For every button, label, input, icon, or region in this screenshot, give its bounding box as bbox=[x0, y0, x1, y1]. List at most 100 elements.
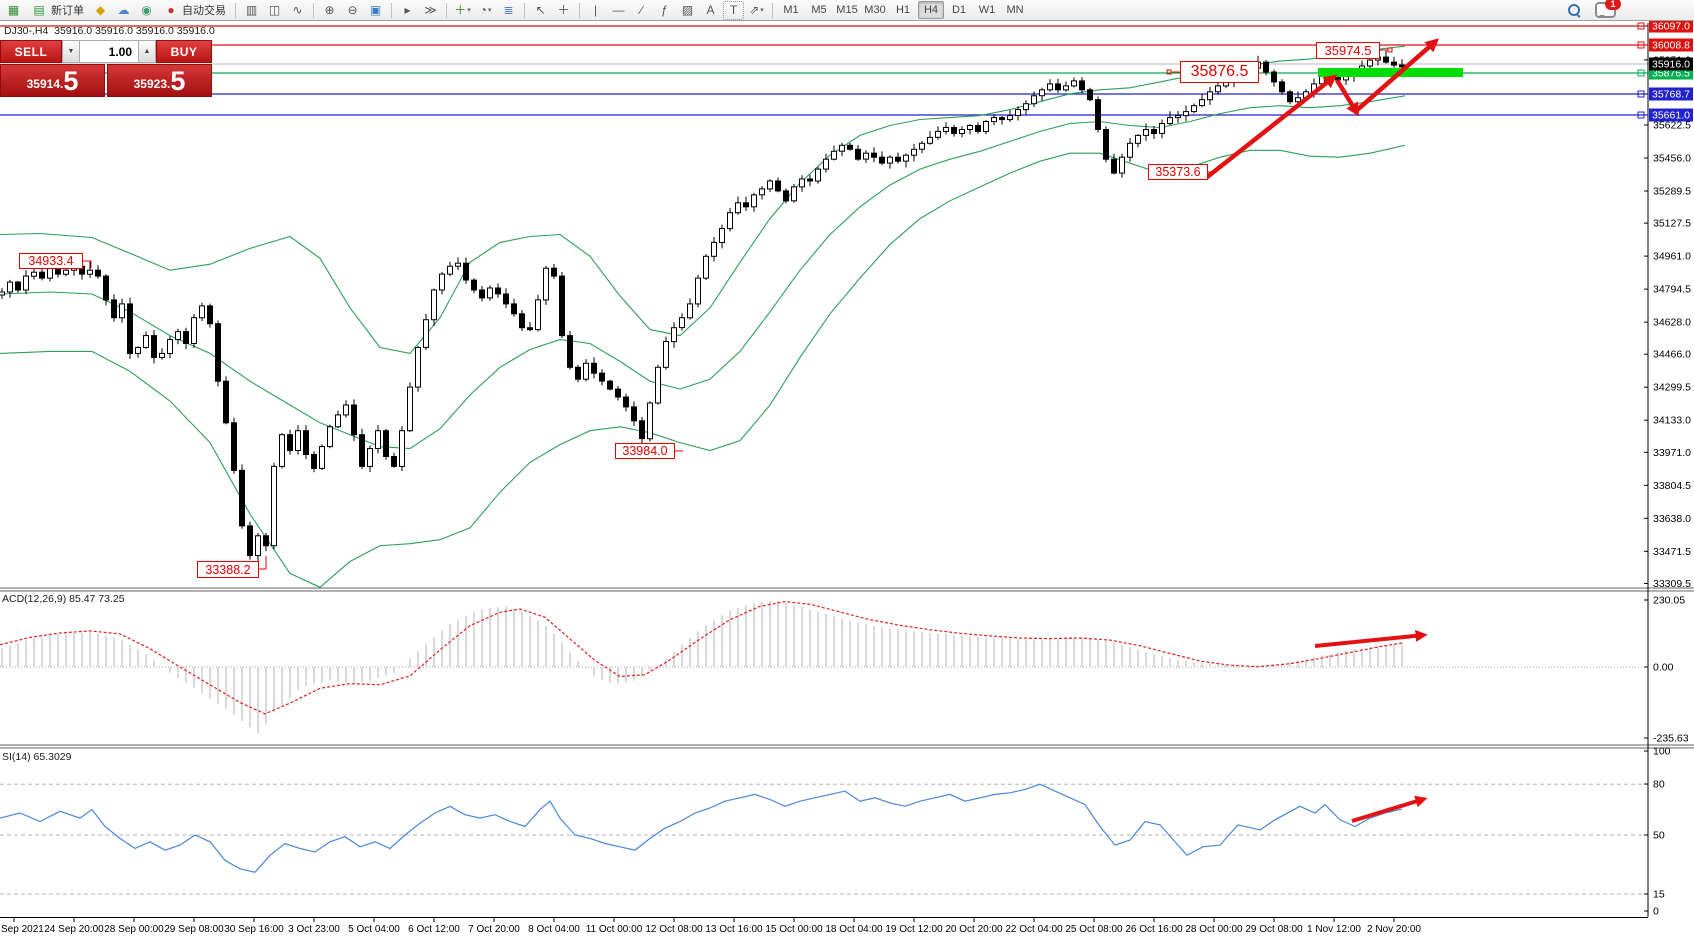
callout-leader bbox=[83, 260, 92, 268]
svg-text:34794.5: 34794.5 bbox=[1653, 284, 1691, 296]
arrows-tool-icon[interactable]: ⇗ ▾ bbox=[749, 3, 764, 17]
timeframe-H4[interactable]: H4 bbox=[918, 1, 944, 19]
navigator-icon[interactable]: ◆ bbox=[95, 3, 106, 17]
trend-arrow bbox=[1335, 78, 1360, 117]
tile-windows-icon[interactable]: ▣ bbox=[369, 3, 382, 17]
timeframe-M15[interactable]: M15 bbox=[836, 4, 858, 16]
svg-text:28 Sep 00:00: 28 Sep 00:00 bbox=[104, 924, 164, 935]
buy-price-pip: 5 bbox=[170, 66, 186, 96]
svg-text:22 Oct 04:00: 22 Oct 04:00 bbox=[1005, 924, 1063, 935]
new-order-label: 新订单 bbox=[51, 5, 84, 17]
fibonacci-icon[interactable]: ƒ bbox=[661, 3, 668, 17]
chart-shift-icon[interactable]: ≫ bbox=[424, 3, 437, 17]
timeframe-D1[interactable]: D1 bbox=[951, 4, 967, 16]
bollinger-middle bbox=[0, 95, 1406, 450]
toolbar-right: 1 bbox=[1568, 0, 1621, 18]
svg-text:35127.5: 35127.5 bbox=[1653, 218, 1691, 230]
separator bbox=[772, 2, 773, 18]
chart-bg bbox=[0, 21, 1694, 938]
vertical-line-icon[interactable]: | bbox=[593, 3, 598, 17]
market-watch-icon[interactable]: ☁ bbox=[117, 3, 130, 17]
svg-text:34961.0: 34961.0 bbox=[1653, 251, 1691, 263]
time-axis-labels: Sep 2021 24 Sep 20:00 28 Sep 00:00 29 Sep 0… bbox=[1, 918, 1421, 935]
cursor-icon[interactable]: ↖ bbox=[535, 3, 546, 17]
order-doc-icon: ▤ bbox=[33, 3, 45, 17]
timeframe-M30[interactable]: M30 bbox=[864, 4, 886, 16]
rsi-label: SI(14) 65.3029 bbox=[2, 751, 72, 763]
signal-icon[interactable]: ◉ bbox=[141, 3, 152, 17]
svg-text:29 Sep 08:00: 29 Sep 08:00 bbox=[164, 924, 224, 935]
svg-text:29 Oct 08:00: 29 Oct 08:00 bbox=[1245, 924, 1303, 935]
svg-text:28 Oct 00:00: 28 Oct 00:00 bbox=[1185, 924, 1243, 935]
svg-text:15 Oct 00:00: 15 Oct 00:00 bbox=[765, 924, 823, 935]
separator bbox=[446, 2, 447, 18]
svg-text:33638.0: 33638.0 bbox=[1653, 513, 1691, 525]
macd-signal-line bbox=[0, 600, 1403, 715]
svg-text:11 Oct 00:00: 11 Oct 00:00 bbox=[586, 924, 643, 935]
volume-input[interactable] bbox=[80, 40, 138, 63]
timeframe-MN[interactable]: MN bbox=[1006, 4, 1024, 16]
bar-chart-icon[interactable]: ▥ bbox=[245, 3, 258, 17]
timeframe-W1[interactable]: W1 bbox=[978, 4, 996, 16]
auto-scroll-icon[interactable]: ▸ bbox=[404, 3, 411, 17]
chat-icon[interactable]: 1 bbox=[1595, 0, 1621, 18]
price-axis-labels: 35951.035622.535456.035289.535127.534961… bbox=[1637, 19, 1693, 918]
periods-clock-icon[interactable]: ◔ ▾ bbox=[479, 3, 492, 17]
price-callout[interactable]: 35876.5 bbox=[1180, 61, 1259, 83]
timeframe-bar: M1 M5 M15 M30 H1 H4 D1 W1 MN bbox=[777, 1, 1029, 19]
timeframe-M1[interactable]: M1 bbox=[783, 4, 799, 16]
trend-arrow bbox=[1204, 74, 1338, 180]
rsi-line bbox=[0, 783, 1403, 873]
buy-price-main: 35923 bbox=[133, 77, 167, 91]
callout-marker bbox=[1387, 47, 1393, 53]
line-chart-icon[interactable]: ∿ bbox=[292, 3, 303, 17]
price-callout[interactable]: 33388.2 bbox=[197, 561, 259, 578]
timeframe-M5[interactable]: M5 bbox=[811, 4, 827, 16]
volume-up-button[interactable]: ▲ bbox=[138, 40, 156, 63]
buy-button[interactable]: BUY bbox=[156, 40, 212, 63]
volume-down-button[interactable]: ▼ bbox=[62, 40, 80, 63]
zoom-out-icon[interactable]: ⊖ bbox=[347, 3, 358, 17]
zoom-in-icon[interactable]: ⊕ bbox=[324, 3, 335, 17]
channel-icon[interactable]: ▨ bbox=[681, 3, 694, 17]
price-callout[interactable]: 33984.0 bbox=[615, 443, 675, 459]
svg-text:18 Oct 04:00: 18 Oct 04:00 bbox=[825, 924, 883, 935]
svg-text:3 Oct 23:00: 3 Oct 23:00 bbox=[288, 924, 340, 935]
svg-text:33971.0: 33971.0 bbox=[1653, 447, 1691, 459]
svg-text:0: 0 bbox=[1653, 906, 1659, 918]
svg-text:8 Oct 04:00: 8 Oct 04:00 bbox=[528, 924, 580, 935]
price-callout[interactable]: 34933.4 bbox=[19, 253, 83, 269]
svg-text:30 Sep 16:00: 30 Sep 16:00 bbox=[224, 924, 284, 935]
callout-leader bbox=[259, 556, 267, 570]
search-icon[interactable] bbox=[1568, 3, 1581, 18]
chart-title: DJ30-,H4 35916.0 35916.0 35916.0 35916.0 bbox=[4, 25, 215, 37]
sell-price[interactable]: 35914. 5 bbox=[0, 64, 105, 97]
indicators-icon[interactable]: ＋ ▾ bbox=[454, 3, 471, 17]
svg-text:5 Oct 04:00: 5 Oct 04:00 bbox=[348, 924, 400, 935]
templates-icon[interactable]: ≣ bbox=[503, 3, 514, 17]
svg-text:-235.63: -235.63 bbox=[1653, 733, 1689, 745]
buy-price[interactable]: 35923. 5 bbox=[107, 64, 212, 97]
candlestick-chart-icon[interactable]: ◫ bbox=[268, 3, 281, 17]
svg-text:19 Oct 12:00: 19 Oct 12:00 bbox=[885, 924, 943, 935]
timeframe-H1[interactable]: H1 bbox=[895, 4, 911, 16]
trendline-icon[interactable]: ∕ bbox=[640, 3, 643, 17]
sell-price-pip: 5 bbox=[63, 66, 79, 96]
separator bbox=[391, 2, 392, 18]
auto-trading-button[interactable]: ● 自动交易 bbox=[158, 1, 231, 20]
price-callout[interactable]: 35373.6 bbox=[1148, 164, 1208, 180]
svg-text:25 Oct 08:00: 25 Oct 08:00 bbox=[1065, 924, 1123, 935]
text-icon[interactable]: A bbox=[706, 3, 715, 17]
svg-text:0.00: 0.00 bbox=[1653, 662, 1674, 674]
svg-text:1 Nov 12:00: 1 Nov 12:00 bbox=[1307, 924, 1361, 935]
one-click-trading-panel: SELL ▼ ▲ BUY 35914.5 35923.5 bbox=[0, 40, 212, 97]
new-order-button[interactable]: ▤ 新订单 bbox=[25, 1, 89, 20]
horizontal-line-icon[interactable]: — bbox=[612, 3, 625, 17]
price-callout[interactable]: 35974.5 bbox=[1316, 42, 1380, 59]
crosshair-icon[interactable]: ＋ bbox=[557, 3, 570, 17]
text-label-icon[interactable]: T bbox=[723, 0, 744, 20]
svg-text:33309.5: 33309.5 bbox=[1653, 578, 1691, 590]
sell-button[interactable]: SELL bbox=[0, 40, 62, 63]
new-chart-icon[interactable]: ▦ bbox=[7, 3, 20, 17]
